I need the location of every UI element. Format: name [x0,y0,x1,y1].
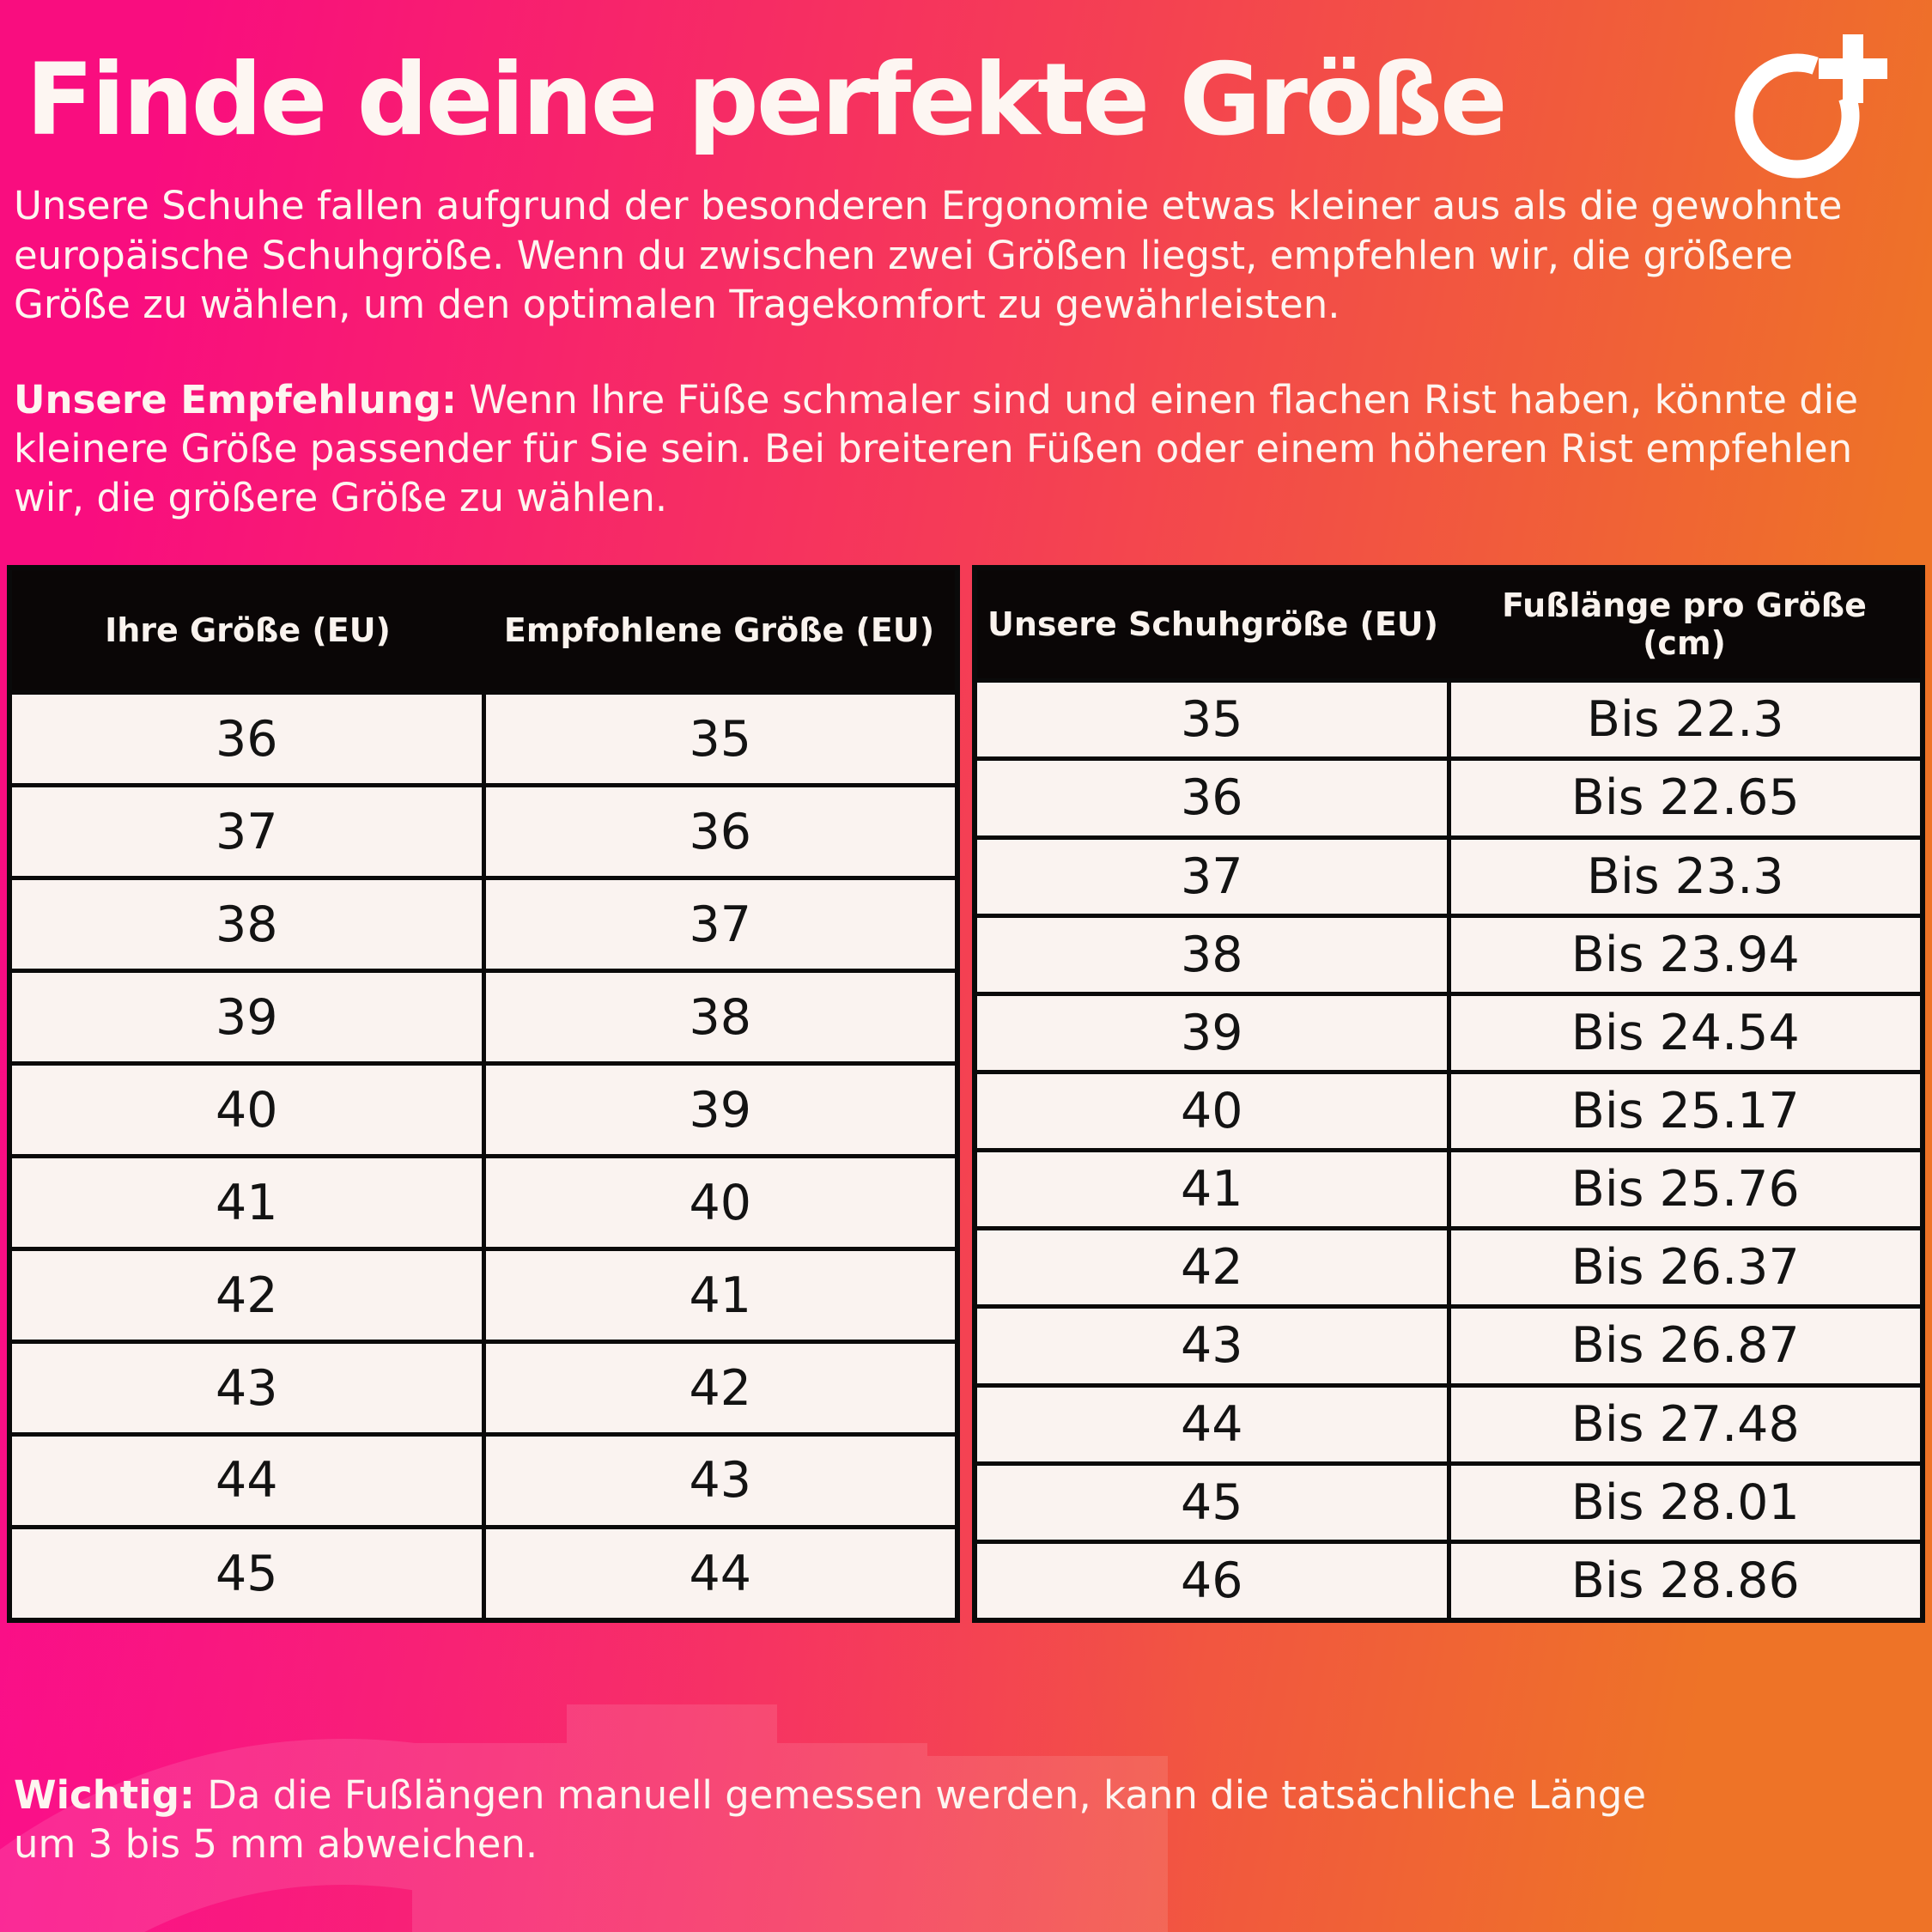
table-cell: 35 [972,678,1451,762]
table-row: 45 Bis 28.01 [972,1461,1925,1544]
table-cell: Bis 24.54 [1446,991,1925,1074]
table-cell: 45 [972,1461,1451,1544]
table-cell: 42 [972,1226,1451,1309]
table-cell: 40 [7,1061,486,1159]
table-cell: 37 [481,876,960,974]
table-cell: 42 [7,1247,486,1345]
table-row: 36 35 [7,690,960,788]
footnote-text: Wichtig: Da die Fußlängen manuell gemess… [0,1771,1932,1868]
table-cell: 36 [7,690,486,788]
table-row: 40 39 [7,1061,960,1159]
table-cell: 35 [481,690,960,788]
table-cell: 39 [972,991,1451,1074]
foot-length-table: Unsere Schuhgröße (EU) Fußlänge pro Größ… [972,565,1925,1624]
table-cell: Bis 22.65 [1446,756,1925,840]
table-cell: 41 [7,1154,486,1252]
table-cell: 44 [481,1524,960,1623]
table-cell: 39 [481,1061,960,1159]
table-cell: 40 [481,1154,960,1252]
table-row: 39 Bis 24.54 [972,991,1925,1074]
table-row: 38 Bis 23.94 [972,913,1925,996]
table-cell: 45 [7,1524,486,1623]
tables-section: Ihre Größe (EU) Empfohlene Größe (EU) 36… [0,565,1932,1624]
table-cell: Bis 28.86 [1446,1539,1925,1623]
table-cell: 38 [972,913,1451,996]
logo-ring-icon [1735,53,1860,179]
footnote-body: Da die Fußlängen manuell gemessen werden… [14,1772,1647,1868]
table-row: 42 Bis 26.37 [972,1226,1925,1309]
intro-text: Unsere Schuhe fallen aufgrund der besond… [14,183,1843,327]
table-row: 41 40 [7,1154,960,1252]
table-row: 45 44 [7,1524,960,1623]
table-cell: Bis 23.3 [1446,835,1925,918]
recommendation-label: Unsere Empfehlung: [14,376,457,422]
table-cell: 43 [7,1340,486,1437]
table-row: 37 Bis 23.3 [972,835,1925,918]
column-header: Unsere Schuhgröße (EU) [975,568,1449,681]
table-row: 39 38 [7,969,960,1066]
table-cell: 37 [7,783,486,881]
table-row: 38 37 [7,876,960,974]
recommendation-text: Unsere Empfehlung: Wenn Ihre Füße schmal… [0,375,1932,522]
table-cell: 44 [972,1382,1451,1466]
table-cell: Bis 22.3 [1446,678,1925,762]
table-cell: 36 [972,756,1451,840]
table-cell: Bis 26.87 [1446,1304,1925,1388]
table-cell: 37 [972,835,1451,918]
table-header-row: Ihre Größe (EU) Empfohlene Größe (EU) [9,568,957,693]
table-cell: 38 [7,876,486,974]
table-cell: Bis 27.48 [1446,1382,1925,1466]
table-cell: 46 [972,1539,1451,1623]
table-cell: 43 [481,1431,960,1529]
table-row: 44 Bis 27.48 [972,1382,1925,1466]
column-header: Empfohlene Größe (EU) [483,568,957,693]
recommendation-body: Wenn Ihre Füße schmaler sind und einen f… [14,376,1859,521]
table-header-row: Unsere Schuhgröße (EU) Fußlänge pro Größ… [975,568,1923,681]
table-row: 46 Bis 28.86 [972,1539,1925,1623]
table-row: 43 42 [7,1340,960,1437]
table-row: 42 41 [7,1247,960,1345]
page-title: Finde deine perfekte Größe [26,42,1508,158]
table-row: 43 Bis 26.87 [972,1304,1925,1388]
table-cell: Bis 26.37 [1446,1226,1925,1309]
table-cell: 41 [481,1247,960,1345]
table-cell: Bis 28.01 [1446,1461,1925,1544]
column-header: Ihre Größe (EU) [9,568,483,693]
size-conversion-table: Ihre Größe (EU) Empfohlene Größe (EU) 36… [7,565,960,1624]
table-row: 40 Bis 25.17 [972,1069,1925,1153]
table-cell: 41 [972,1148,1451,1231]
table-cell: 43 [972,1304,1451,1388]
table-cell: Bis 25.76 [1446,1148,1925,1231]
table-row: 35 Bis 22.3 [972,678,1925,762]
table-cell: Bis 25.17 [1446,1069,1925,1153]
table-cell: 36 [481,783,960,881]
table-cell: 40 [972,1069,1451,1153]
table-row: 36 Bis 22.65 [972,756,1925,840]
table-cell: 38 [481,969,960,1066]
table-cell: 39 [7,969,486,1066]
table-cell: 42 [481,1340,960,1437]
table-row: 37 36 [7,783,960,881]
table-cell: 44 [7,1431,486,1529]
footnote-label: Wichtig: [14,1772,195,1819]
brand-logo [1735,34,1887,179]
table-row: 41 Bis 25.76 [972,1148,1925,1231]
column-header: Fußlänge pro Größe (cm) [1449,568,1923,681]
logo-plus-icon [1819,58,1887,79]
table-row: 44 43 [7,1431,960,1529]
table-cell: Bis 23.94 [1446,913,1925,996]
